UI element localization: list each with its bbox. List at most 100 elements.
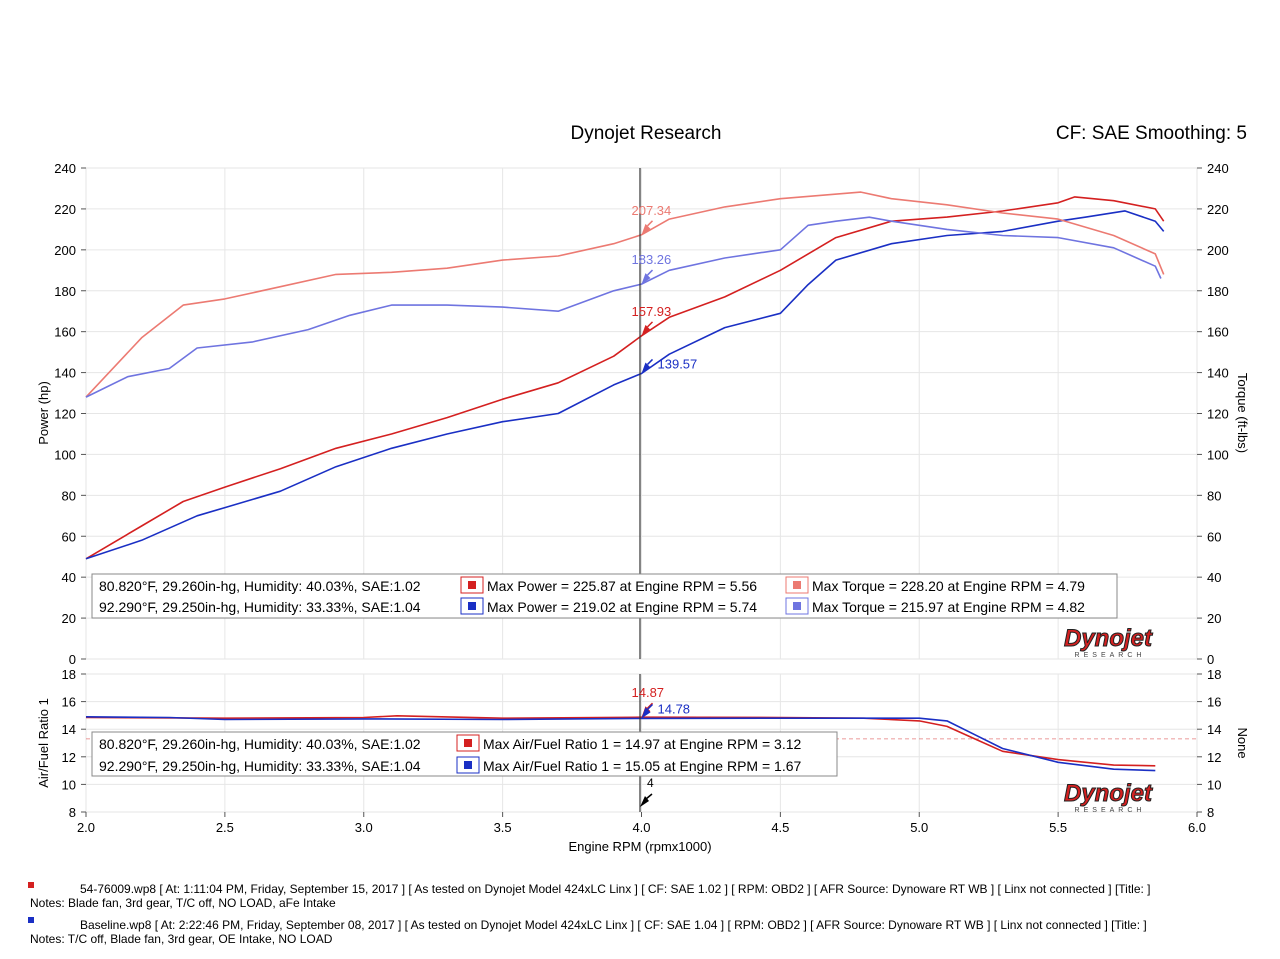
cursor-value-label: 14.87: [632, 685, 665, 700]
run1-note: 54-76009.wp8 [ At: 1:11:04 PM, Friday, S…: [30, 882, 1151, 910]
series-line-2: [85, 716, 1156, 772]
cursor-arrow: [641, 273, 651, 285]
x-tick-label: 5.0: [910, 820, 928, 835]
y2-tick-label: 12: [1207, 750, 1221, 765]
afr-legend-run1-max: Max Air/Fuel Ratio 1 = 14.97 at Engine R…: [483, 736, 802, 752]
y2-tick-label: 160: [1207, 325, 1229, 340]
cursor-arrow-stem: [646, 321, 654, 328]
afr-legend-run2-swatch: [464, 761, 472, 769]
y-tick-label: 16: [62, 695, 76, 710]
run1-note-line2: Notes: Blade fan, 3rd gear, T/C off, NO …: [30, 896, 336, 910]
x-tick-label: 4.5: [771, 820, 789, 835]
dynojet-logo-top: Dynojet RESEARCH: [1063, 625, 1153, 660]
y-tick-label: 180: [54, 284, 76, 299]
afr-legend-run1-conditions: 80.820°F, 29.260in-hg, Humidity: 40.03%,…: [99, 736, 421, 752]
y2-tick-label: 200: [1207, 243, 1229, 258]
legend-run2-max-power: Max Power = 219.02 at Engine RPM = 5.74: [487, 599, 757, 615]
power-legend: 80.820°F, 29.260in-hg, Humidity: 40.03%,…: [91, 573, 1118, 619]
y-tick-label: 100: [54, 447, 76, 462]
y2-tick-label: 220: [1207, 202, 1229, 217]
cf-smoothing-label: CF: SAE Smoothing: 5: [1056, 123, 1247, 144]
cursor-arrow-stem: [646, 220, 654, 227]
y2-tick-label: 140: [1207, 366, 1229, 381]
y-tick-label: 140: [54, 366, 76, 381]
cursor-arrow-stem: [646, 702, 654, 709]
y-tick-label: 0: [69, 652, 76, 667]
x-tick-label: 2.0: [77, 820, 95, 835]
x-tick-label: 6.0: [1188, 820, 1206, 835]
cursor-value-label: 183.26: [632, 252, 672, 267]
y-tick-label: 20: [62, 611, 76, 626]
y2-tick-label: 80: [1207, 488, 1221, 503]
y-tick-label: 18: [62, 667, 76, 682]
series-line-3: [85, 191, 1165, 398]
cursor-arrow: [641, 362, 651, 374]
legend-run1-conditions: 80.820°F, 29.260in-hg, Humidity: 40.03%,…: [99, 578, 421, 594]
y-tick-label: 12: [62, 750, 76, 765]
legend-run2-power-swatch: [468, 602, 476, 610]
afr-series: [85, 715, 1156, 772]
y-tick-label: 220: [54, 202, 76, 217]
cursor-value-label: 207.34: [632, 203, 672, 218]
cursor-value-label: 139.57: [658, 356, 698, 371]
cursor-value-label: 157.93: [632, 304, 672, 319]
y-tick-label: 8: [69, 805, 76, 820]
dynojet-logo-bottom: Dynojet RESEARCH: [1063, 780, 1153, 815]
y-tick-label: 40: [62, 570, 76, 585]
y2-tick-label: 120: [1207, 407, 1229, 422]
y2-tick-label: 18: [1207, 667, 1221, 682]
y2-tick-label: 10: [1207, 777, 1221, 792]
afr-legend: 80.820°F, 29.260in-hg, Humidity: 40.03%,…: [91, 731, 838, 777]
legend-run1-torque-swatch: [793, 581, 801, 589]
run1-note-line1: 54-76009.wp8 [ At: 1:11:04 PM, Friday, S…: [80, 882, 1151, 896]
svg-text:RESEARCH: RESEARCH: [1075, 807, 1146, 814]
rpm-x-ticks: 2.0 2.5 3.0 3.5 4.0 4.5 5.0 5.5 6.0: [77, 812, 1206, 835]
y-tick-label: 200: [54, 243, 76, 258]
cursor-arrow-stem: [646, 269, 654, 276]
cursor-arrow-stem: [646, 703, 654, 710]
cursor-marker-label: 4: [647, 776, 654, 790]
y-tick-label: 160: [54, 325, 76, 340]
legend-run1-power-swatch: [468, 581, 476, 589]
x-tick-label: 4.0: [632, 820, 650, 835]
torque-axis-label: Torque (ft-lbs): [1235, 373, 1250, 453]
legend-run1-max-power: Max Power = 225.87 at Engine RPM = 5.56: [487, 578, 757, 594]
y-tick-label: 80: [62, 488, 76, 503]
cursor-arrow: [641, 707, 651, 719]
cursor-arrow: [641, 223, 651, 235]
y2-tick-label: 60: [1207, 529, 1221, 544]
legend-run2-conditions: 92.290°F, 29.250in-hg, Humidity: 33.33%,…: [99, 599, 421, 615]
x-tick-label: 5.5: [1049, 820, 1067, 835]
series-line-2: [85, 210, 1165, 560]
svg-text:Dynojet: Dynojet: [1064, 780, 1153, 807]
power-y-ticks: 0 0 20 20 40 40 60 60 80 80 100 100 120 120 140 140 160 1…: [54, 161, 1228, 667]
y-tick-label: 60: [62, 529, 76, 544]
series-line-4: [85, 216, 1162, 398]
cursor-arrow: [641, 324, 651, 336]
y2-tick-label: 14: [1207, 722, 1221, 737]
y-tick-label: 240: [54, 161, 76, 176]
x-tick-label: 3.5: [494, 820, 512, 835]
chart-title: Dynojet Research: [570, 123, 721, 144]
series-line-1: [85, 196, 1165, 560]
y-tick-label: 10: [62, 777, 76, 792]
legend-run1-max-torque: Max Torque = 228.20 at Engine RPM = 4.79: [812, 578, 1085, 594]
afr-legend-run2-conditions: 92.290°F, 29.250in-hg, Humidity: 33.33%,…: [99, 758, 421, 774]
x-tick-label: 2.5: [216, 820, 234, 835]
afr-legend-run1-swatch: [464, 739, 472, 747]
y-tick-label: 120: [54, 407, 76, 422]
power-cursor-labels: 207.34 183.26 157.93 139.57: [632, 203, 698, 374]
x-tick-label: 3.0: [355, 820, 373, 835]
svg-text:RESEARCH: RESEARCH: [1075, 652, 1146, 659]
legend-run2-max-torque: Max Torque = 215.97 at Engine RPM = 4.82: [812, 599, 1085, 615]
cursor-value-label: 14.78: [658, 701, 691, 716]
cursor-marker: 4: [640, 776, 654, 807]
y-tick-label: 14: [62, 722, 76, 737]
y2-tick-label: 40: [1207, 570, 1221, 585]
y2-tick-label: 16: [1207, 695, 1221, 710]
run2-note-line2: Notes: T/C off, Blade fan, 3rd gear, OE …: [30, 932, 333, 946]
y2-tick-label: 20: [1207, 611, 1221, 626]
y2-tick-label: 180: [1207, 284, 1229, 299]
